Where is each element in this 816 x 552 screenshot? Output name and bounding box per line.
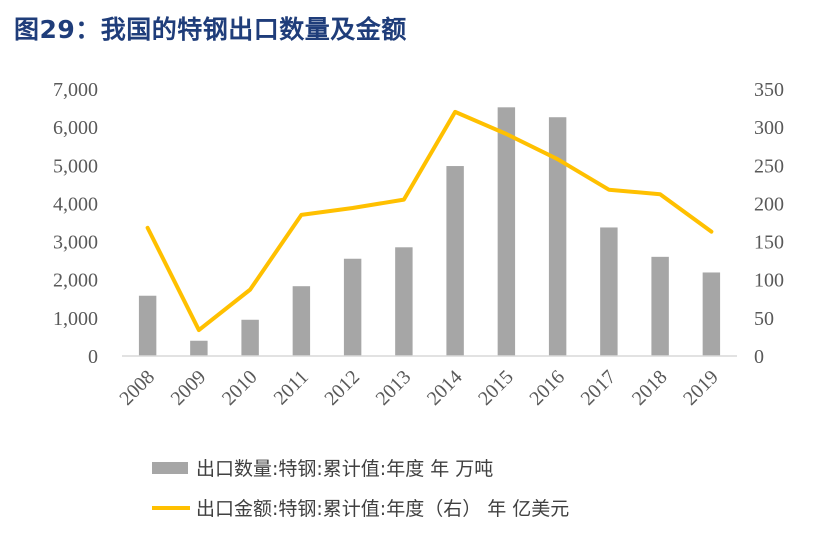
bar-2013 — [395, 247, 413, 356]
x-tick: 2011 — [270, 366, 313, 409]
y-right-tick: 0 — [754, 346, 764, 368]
bar-2009 — [190, 340, 208, 356]
y-right-tick: 100 — [754, 270, 784, 292]
bar-2011 — [292, 286, 311, 356]
legend-line-label: 出口金额:特钢:累计值:年度（右） 年 亿美元 — [196, 498, 569, 520]
y-right-tick: 150 — [754, 232, 784, 254]
bar-2017 — [600, 227, 618, 356]
y-left-tick: 1,000 — [53, 308, 98, 330]
x-tick: 2010 — [218, 366, 262, 410]
x-tick: 2013 — [372, 366, 416, 410]
y-left-tick: 2,000 — [53, 270, 98, 292]
x-tick: 2018 — [628, 366, 672, 410]
line-series — [145, 109, 714, 333]
y-left-tick: 6,000 — [53, 117, 98, 139]
bar-2014 — [446, 166, 464, 356]
bar-2008 — [138, 295, 157, 356]
bar-2018 — [651, 256, 669, 356]
axes: 0 1,000 2,000 3,000 4,000 5,000 6,000 7,000 0 50 1… — [53, 79, 784, 410]
x-tick: 2016 — [525, 366, 569, 410]
x-tick: 2012 — [320, 366, 364, 410]
legend-bar-label: 出口数量:特钢:累计值:年度 年 万吨 — [196, 458, 493, 480]
x-tick: 2014 — [423, 366, 467, 410]
legend-bar-swatch — [152, 462, 188, 474]
x-tick: 2019 — [679, 366, 723, 410]
y-right-tick: 200 — [754, 193, 784, 215]
chart-title: 图29：我国的特钢出口数量及金额 — [14, 15, 407, 44]
x-tick: 2017 — [577, 366, 621, 410]
bar-2019 — [702, 272, 721, 356]
bar-2012 — [343, 258, 362, 356]
y-right-tick: 50 — [754, 308, 774, 330]
x-tick: 2009 — [167, 366, 211, 410]
bar-2016 — [548, 117, 567, 357]
y-left-tick: 0 — [88, 346, 98, 368]
y-right-tick: 350 — [754, 79, 784, 101]
y-left-tick: 5,000 — [53, 155, 98, 177]
x-tick: 2015 — [474, 366, 518, 410]
y-left-tick: 7,000 — [53, 79, 98, 101]
bar-2010 — [241, 319, 259, 356]
bar-series — [138, 107, 721, 357]
y-right-tick: 300 — [754, 117, 784, 139]
x-tick: 2008 — [115, 366, 159, 410]
bar-2015 — [497, 107, 516, 357]
y-right-tick: 250 — [754, 155, 784, 177]
y-left-tick: 3,000 — [53, 232, 98, 254]
y-left-tick: 4,000 — [53, 193, 98, 215]
export-value-line — [145, 109, 714, 333]
